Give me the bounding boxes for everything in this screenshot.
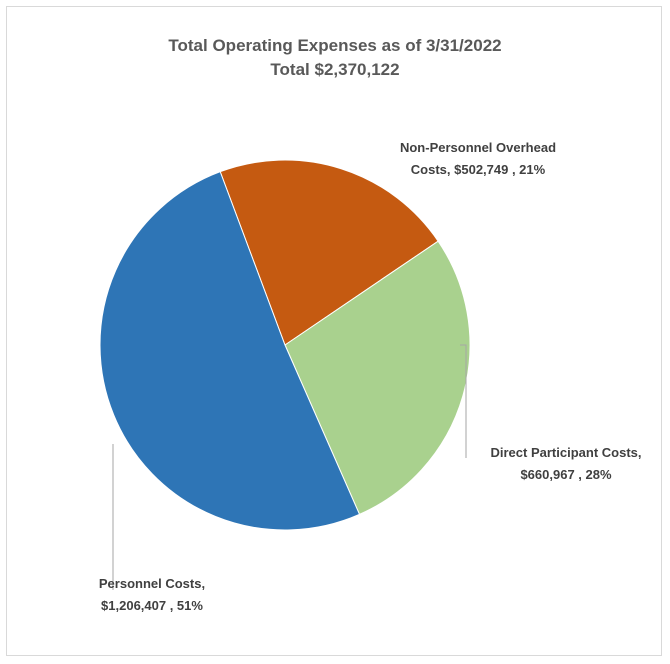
slice-personnel-costs: [99, 171, 361, 531]
label-direct-line1: Direct Participant Costs,: [491, 445, 642, 460]
label-nonpersonnel-line1: Non-Personnel Overhead: [400, 140, 556, 155]
label-nonpersonnel-line2: Costs, $502,749 , 21%: [411, 162, 546, 177]
chart-subtitle: Total $2,370,122: [270, 60, 400, 79]
label-direct-line2: $660,967 , 28%: [520, 467, 612, 482]
leader-line-direct: [460, 344, 467, 458]
label-personnel-line2: $1,206,407 , 51%: [101, 598, 203, 613]
slice-non-personnel-overhead: [219, 159, 439, 346]
slice-direct-participant-costs: [284, 240, 471, 516]
chart-title: Total Operating Expenses as of 3/31/2022: [168, 36, 502, 55]
label-personnel-line1: Personnel Costs,: [99, 576, 205, 591]
